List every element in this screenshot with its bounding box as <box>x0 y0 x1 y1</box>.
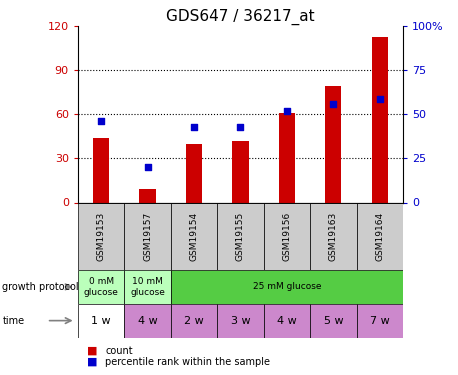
Bar <box>279 113 295 202</box>
Text: GSM19154: GSM19154 <box>190 211 198 261</box>
Text: 1 w: 1 w <box>91 316 111 326</box>
Point <box>144 164 151 170</box>
Text: time: time <box>2 316 24 326</box>
Bar <box>357 304 403 338</box>
Bar <box>124 270 171 304</box>
Bar <box>357 202 403 270</box>
Bar <box>78 304 124 338</box>
Text: GSM19164: GSM19164 <box>375 211 384 261</box>
Bar <box>171 304 217 338</box>
Text: GSM19157: GSM19157 <box>143 211 152 261</box>
Bar <box>139 189 156 202</box>
Text: GSM19156: GSM19156 <box>283 211 291 261</box>
Bar <box>186 144 202 202</box>
Point <box>330 101 337 107</box>
Bar <box>124 304 171 338</box>
Bar <box>78 270 124 304</box>
Text: 7 w: 7 w <box>370 316 390 326</box>
Bar <box>264 202 310 270</box>
Text: 10 mM
glucose: 10 mM glucose <box>130 277 165 297</box>
Text: GSM19153: GSM19153 <box>97 211 106 261</box>
Text: 5 w: 5 w <box>323 316 343 326</box>
Bar <box>372 36 388 203</box>
Bar <box>78 202 124 270</box>
Text: 2 w: 2 w <box>184 316 204 326</box>
Text: GSM19155: GSM19155 <box>236 211 245 261</box>
Bar <box>217 304 264 338</box>
Text: 0 mM
glucose: 0 mM glucose <box>84 277 119 297</box>
Text: GSM19163: GSM19163 <box>329 211 338 261</box>
Text: 4 w: 4 w <box>277 316 297 326</box>
Bar <box>325 87 342 202</box>
Title: GDS647 / 36217_at: GDS647 / 36217_at <box>166 9 315 25</box>
Bar <box>217 202 264 270</box>
Bar <box>93 138 109 202</box>
Bar <box>310 202 357 270</box>
Point <box>98 118 105 124</box>
Point <box>283 108 290 114</box>
Text: 4 w: 4 w <box>138 316 158 326</box>
Text: growth protocol: growth protocol <box>2 282 79 292</box>
Point <box>191 124 198 130</box>
Text: count: count <box>105 346 133 355</box>
Text: 3 w: 3 w <box>231 316 250 326</box>
Bar <box>232 141 249 202</box>
Point <box>237 124 244 130</box>
Text: 25 mM glucose: 25 mM glucose <box>253 282 321 291</box>
Text: ■: ■ <box>87 346 98 355</box>
Bar <box>310 304 357 338</box>
Text: ■: ■ <box>87 357 98 367</box>
Bar <box>264 304 310 338</box>
Bar <box>124 202 171 270</box>
Bar <box>171 202 217 270</box>
Bar <box>171 270 403 304</box>
Text: percentile rank within the sample: percentile rank within the sample <box>105 357 270 367</box>
Point <box>376 96 383 102</box>
